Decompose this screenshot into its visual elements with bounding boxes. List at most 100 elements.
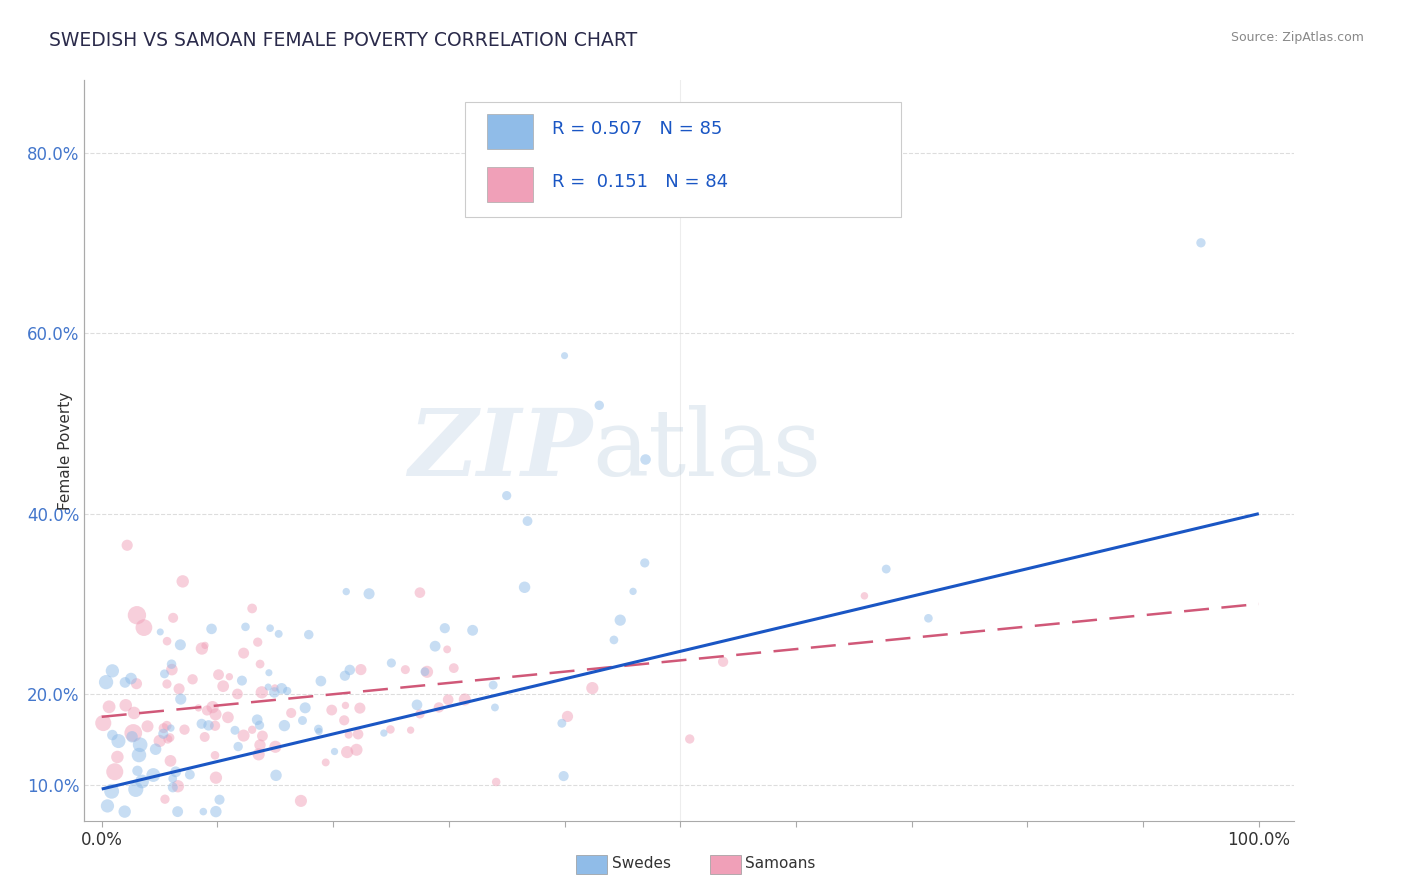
Point bbox=[321, 703, 343, 717]
Point bbox=[263, 685, 285, 699]
Point bbox=[309, 674, 332, 689]
Text: R =  0.151   N = 84: R = 0.151 N = 84 bbox=[553, 173, 728, 192]
Point bbox=[190, 716, 212, 731]
Point bbox=[128, 747, 150, 762]
Point bbox=[357, 587, 380, 601]
Point bbox=[149, 624, 172, 639]
Point bbox=[437, 692, 460, 706]
Point bbox=[101, 664, 124, 678]
Point bbox=[145, 742, 167, 756]
Point bbox=[125, 782, 148, 797]
Point bbox=[259, 621, 281, 635]
Point bbox=[249, 738, 271, 752]
Point bbox=[350, 663, 373, 677]
Text: ZIP: ZIP bbox=[408, 406, 592, 495]
Text: atlas: atlas bbox=[592, 406, 821, 495]
Point bbox=[553, 769, 575, 783]
Point bbox=[107, 734, 129, 748]
Point bbox=[160, 657, 183, 672]
Point bbox=[711, 655, 734, 669]
Point bbox=[156, 677, 179, 691]
Point bbox=[212, 679, 235, 693]
Point bbox=[114, 698, 136, 713]
Point bbox=[298, 627, 321, 641]
Point bbox=[120, 672, 142, 686]
Point bbox=[122, 706, 145, 720]
Point bbox=[204, 719, 226, 733]
Point bbox=[443, 661, 465, 675]
Point bbox=[153, 792, 176, 806]
Point bbox=[257, 665, 280, 680]
Point bbox=[235, 620, 257, 634]
Point bbox=[224, 723, 246, 738]
Point bbox=[100, 784, 122, 798]
Point bbox=[191, 641, 214, 656]
Point bbox=[194, 639, 217, 653]
Point bbox=[181, 673, 204, 687]
Point bbox=[349, 701, 371, 715]
Point bbox=[581, 681, 603, 695]
Point bbox=[373, 726, 395, 740]
Point bbox=[875, 562, 897, 576]
Point bbox=[264, 768, 287, 782]
Point bbox=[195, 704, 218, 718]
Point bbox=[156, 719, 179, 733]
Point bbox=[160, 663, 183, 677]
Point bbox=[621, 584, 644, 599]
Point bbox=[291, 714, 314, 728]
Point bbox=[679, 731, 702, 746]
Point bbox=[853, 589, 876, 603]
Point bbox=[231, 673, 253, 688]
Point bbox=[167, 779, 190, 793]
Point bbox=[170, 692, 193, 706]
Text: Swedes: Swedes bbox=[612, 856, 671, 871]
Point bbox=[409, 585, 432, 599]
Point bbox=[152, 727, 174, 741]
Point bbox=[152, 721, 174, 735]
Text: Source: ZipAtlas.com: Source: ZipAtlas.com bbox=[1230, 31, 1364, 45]
Point bbox=[380, 723, 402, 737]
FancyBboxPatch shape bbox=[465, 103, 901, 218]
Point bbox=[307, 722, 329, 736]
Point bbox=[162, 780, 184, 795]
Point bbox=[201, 700, 224, 714]
Bar bbox=[486, 113, 533, 149]
Point bbox=[427, 700, 450, 714]
Point bbox=[339, 663, 361, 677]
Point bbox=[482, 678, 505, 692]
Point bbox=[436, 642, 458, 657]
Point bbox=[257, 680, 280, 694]
Point bbox=[132, 621, 155, 635]
Point bbox=[461, 624, 484, 638]
Point bbox=[166, 805, 188, 819]
Point bbox=[156, 634, 179, 648]
Point bbox=[634, 556, 657, 570]
Point bbox=[454, 692, 477, 706]
Point bbox=[98, 699, 121, 714]
Point bbox=[335, 698, 357, 713]
Point bbox=[551, 716, 574, 731]
Point bbox=[250, 685, 273, 699]
Text: R = 0.507   N = 85: R = 0.507 N = 85 bbox=[553, 120, 723, 138]
Point bbox=[105, 750, 128, 764]
Point bbox=[337, 728, 360, 742]
Point bbox=[308, 724, 330, 739]
Point bbox=[94, 675, 117, 690]
Point bbox=[264, 681, 287, 695]
Point bbox=[347, 727, 370, 741]
Point bbox=[129, 738, 152, 752]
Point bbox=[226, 739, 249, 754]
Point bbox=[208, 793, 231, 807]
Point bbox=[588, 398, 610, 412]
Point bbox=[162, 611, 184, 625]
Point bbox=[162, 772, 184, 786]
Point bbox=[290, 794, 312, 808]
Point bbox=[204, 707, 226, 722]
Point bbox=[187, 701, 209, 715]
Point bbox=[153, 666, 176, 681]
Point bbox=[294, 701, 316, 715]
Point bbox=[423, 639, 446, 653]
Point bbox=[91, 716, 114, 731]
Point bbox=[333, 714, 356, 728]
Point bbox=[513, 580, 536, 594]
